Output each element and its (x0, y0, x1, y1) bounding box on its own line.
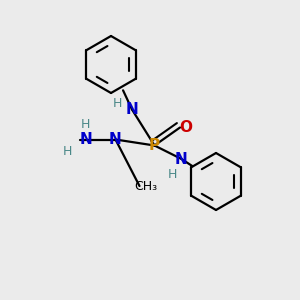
Text: H: H (168, 167, 177, 181)
Text: H: H (112, 97, 122, 110)
Text: P: P (149, 138, 160, 153)
Text: H: H (63, 145, 72, 158)
Text: N: N (79, 132, 92, 147)
Text: N: N (175, 152, 188, 166)
Text: H: H (81, 118, 90, 131)
Text: CH₃: CH₃ (134, 179, 157, 193)
Text: O: O (179, 120, 193, 135)
Text: N: N (109, 132, 122, 147)
Text: N: N (126, 102, 138, 117)
